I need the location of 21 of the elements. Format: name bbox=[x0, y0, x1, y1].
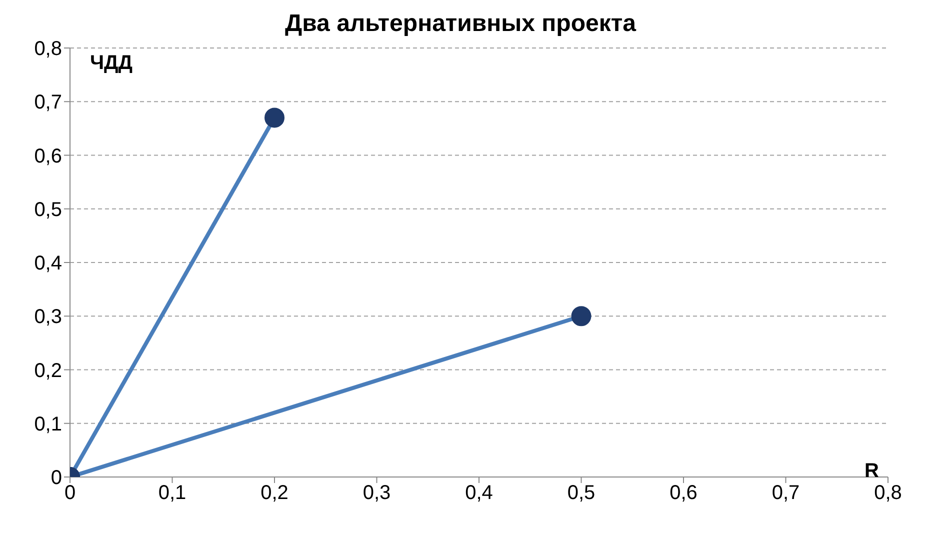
x-tick-label: 0,8 bbox=[874, 482, 902, 504]
x-tick-label: 0,5 bbox=[567, 482, 596, 504]
x-axis-title: R bbox=[864, 460, 879, 483]
y-axis-title: ЧДД bbox=[90, 52, 133, 75]
x-tick-label: 0,4 bbox=[465, 482, 493, 504]
y-tick-label: 0,1 bbox=[34, 413, 62, 436]
x-tick-label: 0 bbox=[64, 482, 76, 504]
y-tick-label: 0,2 bbox=[34, 360, 62, 382]
y-tick-label: 0,3 bbox=[34, 306, 62, 328]
y-tick-label: 0,8 bbox=[34, 38, 62, 60]
x-tick-label: 0,1 bbox=[158, 482, 186, 504]
y-tick-label: 0,7 bbox=[34, 92, 62, 114]
y-tick-label: 0,5 bbox=[34, 198, 62, 221]
chart-title: Два альтернативных проекта bbox=[284, 10, 638, 38]
y-tick-label: 0 bbox=[50, 467, 62, 490]
x-tick-label: 0,7 bbox=[772, 482, 800, 504]
x-tick-label: 0,6 bbox=[670, 482, 698, 504]
y-tick-label: 0,6 bbox=[34, 145, 62, 168]
x-tick-label: 0,2 bbox=[260, 482, 288, 504]
x-tick-label: 0,3 bbox=[362, 482, 391, 504]
y-tick-label: 0,4 bbox=[34, 252, 62, 275]
